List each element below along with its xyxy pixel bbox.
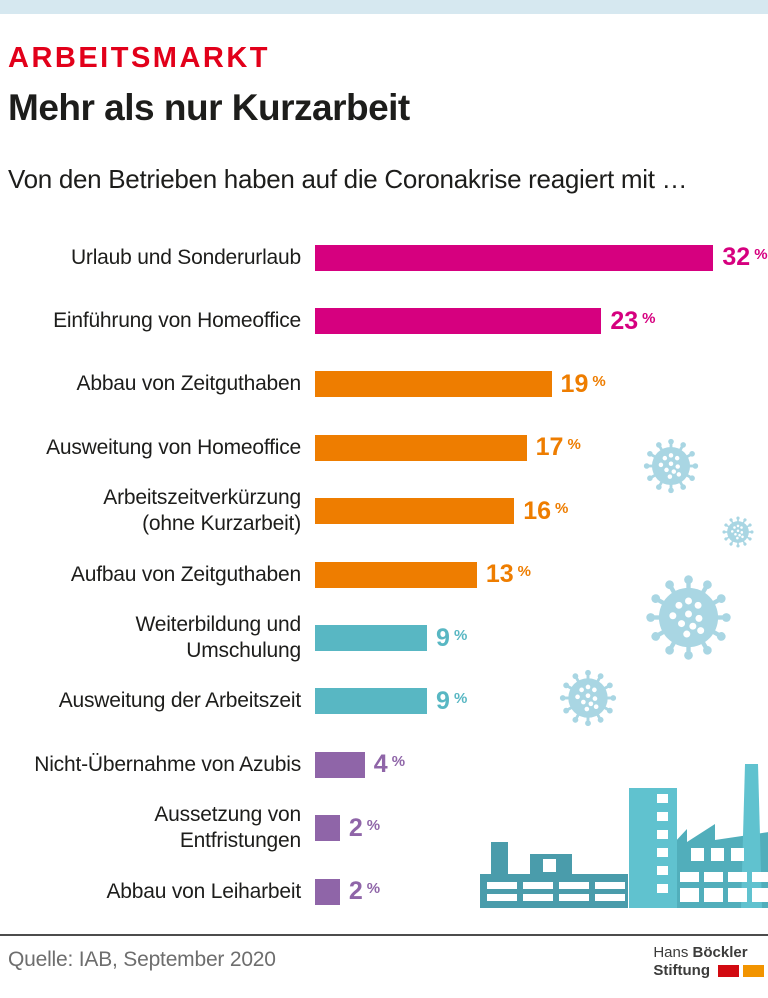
percent-sign: % [567, 436, 581, 454]
chart-row: Einführung von Homeoffice 23% [0, 289, 768, 352]
subtitle: Von den Betrieben haben auf die Coronakr… [8, 164, 688, 194]
bar-label: Weiterbildung und Umschulung [135, 613, 302, 663]
source-text: Quelle: IAB, September 2020 [8, 948, 276, 971]
logo-line2: Stiftung [653, 962, 764, 980]
percent-sign: % [453, 689, 468, 707]
chart-row: Urlaub und Sonderurlaub 32% [0, 226, 768, 289]
bar-value: 9% [436, 687, 467, 716]
virus-icon [643, 438, 699, 494]
bar-value-number: 19 [560, 369, 589, 398]
percent-sign: % [592, 372, 606, 390]
bar-value-number: 23 [610, 306, 639, 335]
bar-label: Aussetzung von Entfristungen [154, 803, 301, 853]
bar-value: 4% [374, 750, 405, 779]
bar-value-number: 32 [722, 243, 751, 272]
chart-row: Abbau von Leiharbeit 2% [0, 860, 768, 923]
percent-sign: % [517, 563, 531, 581]
bar [315, 561, 477, 588]
bar [315, 434, 527, 461]
kicker: ARBEITSMARKT [8, 42, 270, 74]
bar-value-number: 16 [523, 496, 551, 525]
logo-block-red [718, 965, 739, 977]
logo-block-orange [743, 965, 764, 977]
bar-value-number: 13 [485, 560, 514, 589]
logo-text-stiftung: Stiftung [653, 962, 710, 979]
logo-line1: Hans Böckler [653, 944, 764, 962]
bar-value-number: 17 [535, 433, 564, 462]
bar-label: Abbau von Leiharbeit [106, 879, 302, 903]
bar-label: Urlaub und Sonderurlaub [70, 245, 301, 269]
percent-sign: % [555, 499, 569, 517]
virus-icon [645, 574, 732, 661]
bar-value-number: 4 [373, 750, 388, 779]
bar-chart: Urlaub und Sonderurlaub 32% Einführung v… [0, 226, 768, 923]
footer-divider [0, 934, 768, 936]
bar-value: 17% [536, 433, 581, 462]
percent-sign: % [642, 309, 656, 327]
chart-row: Weiterbildung und Umschulung 9% [0, 606, 768, 669]
logo-text-boeckler: Böckler [692, 944, 748, 961]
page-title: Mehr als nur Kurzarbeit [8, 87, 410, 128]
bar [315, 371, 552, 398]
virus-icon [559, 669, 617, 727]
bar-value: 16% [523, 497, 568, 526]
virus-icon [722, 516, 754, 548]
bar-value: 2% [349, 877, 380, 906]
bar-value: 9% [436, 624, 467, 653]
bar [315, 498, 515, 525]
bar [315, 625, 428, 652]
bar-value-number: 9 [436, 686, 450, 715]
bar-value-number: 9 [436, 623, 450, 652]
bar-value: 32% [722, 243, 767, 272]
percent-sign: % [391, 753, 406, 771]
bar [315, 688, 428, 715]
chart-row: Arbeitszeitverkürzung (ohne Kurzarbeit) … [0, 480, 768, 543]
hans-boeckler-logo: Hans Böckler Stiftung [653, 944, 764, 980]
bar-label: Aufbau von Zeitguthaben [70, 562, 301, 586]
percent-sign: % [366, 880, 381, 898]
bar-value-number: 2 [348, 813, 363, 842]
chart-row: Nicht-Übernahme von Azubis 4% [0, 733, 768, 796]
bar [315, 308, 602, 335]
top-strip [0, 0, 768, 14]
bar [315, 815, 340, 842]
percent-sign: % [754, 246, 768, 264]
bar-value: 19% [561, 370, 606, 399]
bar-value: 23% [610, 307, 655, 336]
logo-text-hans: Hans [653, 944, 689, 961]
chart-row: Ausweitung von Homeoffice 17% [0, 416, 768, 479]
chart-row: Aufbau von Zeitguthaben 13% [0, 543, 768, 606]
percent-sign: % [366, 816, 381, 834]
bar-value: 2% [349, 814, 380, 843]
bar [315, 244, 714, 271]
factory-icon [480, 764, 768, 908]
chart-row: Ausweitung der Arbeitszeit 9% [0, 670, 768, 733]
bar-label: Einführung von Homeoffice [53, 309, 301, 333]
bar-label: Arbeitszeitverkürzung (ohne Kurzarbeit) [103, 486, 301, 536]
bar [315, 878, 340, 905]
bar-value-number: 2 [348, 877, 363, 906]
chart-row: Abbau von Zeitguthaben 19% [0, 353, 768, 416]
bar-label: Nicht-Übernahme von Azubis [34, 752, 301, 776]
bar-label: Ausweitung von Homeoffice [46, 435, 301, 459]
bar-label: Ausweitung der Arbeitszeit [58, 689, 301, 713]
percent-sign: % [453, 626, 468, 644]
bar [315, 751, 365, 778]
bar-label: Abbau von Zeitguthaben [76, 372, 302, 396]
chart-row: Aussetzung von Entfristungen 2% [0, 797, 768, 860]
bar-value: 13% [486, 560, 531, 589]
